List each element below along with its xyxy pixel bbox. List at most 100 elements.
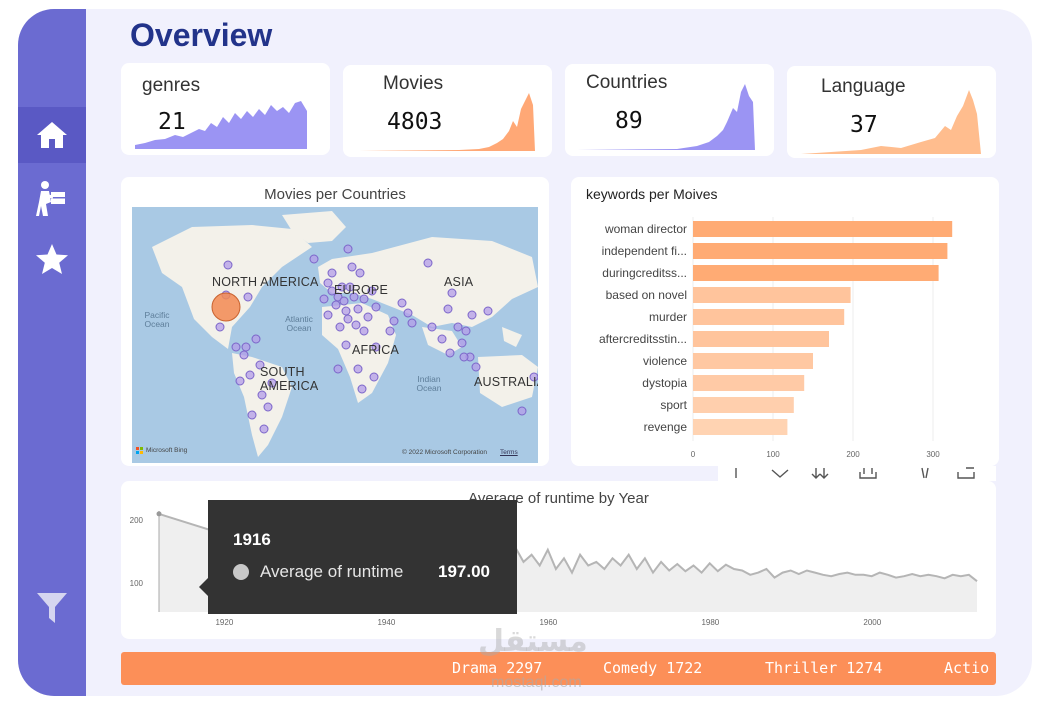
keyword-label: based on novel: [605, 288, 687, 302]
keyword-label: dystopia: [642, 376, 687, 390]
nav-home[interactable]: [18, 107, 86, 163]
ticker-item: Thriller 1274: [765, 659, 882, 677]
y-tick-label: 200: [130, 516, 144, 525]
kpi-label: Language: [821, 76, 906, 97]
y-tick-label: 100: [130, 579, 144, 588]
nav-favorites[interactable]: [18, 231, 86, 287]
keyword-bar[interactable]: [693, 375, 805, 391]
keyword-label: duringcreditss...: [602, 266, 687, 280]
map-panel: Movies per Countries: [121, 177, 549, 466]
keywords-title: keywords per Moives: [586, 186, 718, 202]
keyword-label: murder: [648, 310, 687, 324]
tooltip-year: 1916: [233, 530, 271, 549]
microsoft-logo-icon: [136, 447, 143, 454]
ocean-label: Indian Ocean: [416, 374, 442, 393]
keyword-label: woman director: [604, 222, 687, 236]
keyword-label: violence: [642, 354, 687, 368]
tooltip-series-name: Average of runtime: [260, 562, 404, 581]
kpi-card-genres[interactable]: genres 21: [121, 63, 330, 155]
watermark-latin: mostaql.com: [491, 674, 582, 691]
ticker-genre: Comedy: [603, 659, 658, 677]
kpi-card-movies[interactable]: Movies 4803: [343, 65, 552, 157]
keywords-bars: 0 100 200 300: [691, 217, 953, 457]
tooltip-series-swatch: [233, 564, 249, 580]
x-tick-label: 200: [846, 450, 860, 457]
keyword-bar[interactable]: [693, 353, 813, 369]
tooltip-pointer: [199, 578, 208, 596]
terms-link[interactable]: Terms: [500, 449, 518, 456]
genre-ticker: Drama 2297 Comedy 1722 Thriller 1274 Act…: [121, 652, 996, 685]
world-map[interactable]: NORTH AMERICA EUROPE ASIA AFRICA SOUTH A…: [132, 207, 538, 463]
chart-tooltip: 1916 Average of runtime 197.00: [199, 500, 517, 614]
x-tick-label: 1980: [701, 618, 719, 627]
ticker-item: Drama 2297: [452, 659, 542, 677]
kpi-card-countries[interactable]: Countries 89: [565, 64, 774, 156]
continent-label: SOUTH AMERICA: [260, 365, 319, 393]
keyword-label: revenge: [643, 420, 687, 434]
keyword-bar[interactable]: [693, 331, 829, 347]
ticker-genre: Actio: [944, 659, 990, 677]
keyword-bar[interactable]: [693, 287, 851, 303]
continent-label: NORTH AMERICA: [212, 275, 319, 289]
tooltip-value: 197.00: [438, 562, 490, 581]
bing-attribution: Microsoft Bing: [136, 447, 187, 454]
map-land: [152, 211, 538, 457]
keyword-bar[interactable]: [693, 419, 788, 435]
continent-label: AFRICA: [352, 343, 400, 357]
kpi-value: 21: [158, 109, 186, 135]
keyword-bar[interactable]: [693, 397, 794, 413]
keyword-bar[interactable]: [693, 243, 948, 259]
visual-toolbar: [718, 466, 996, 481]
x-tick-label: 2000: [863, 618, 881, 627]
ticker-genre: Thriller: [765, 659, 838, 677]
x-tick-label: 1940: [377, 618, 395, 627]
keyword-label: sport: [660, 398, 687, 412]
star-icon: [36, 244, 68, 274]
ticker-count: 1722: [666, 659, 703, 677]
kpi-sparkline: [801, 90, 981, 154]
keyword-bar[interactable]: [693, 309, 845, 325]
x-tick-label: 1920: [215, 618, 233, 627]
x-tick-label: 0: [691, 450, 696, 457]
kpi-card-language[interactable]: Language 37: [787, 66, 996, 158]
ticker-count: 2297: [506, 659, 543, 677]
kpi-sparkline: [577, 84, 755, 150]
x-tick-label: 1960: [539, 618, 557, 627]
kpi-label: Countries: [586, 72, 668, 93]
keyword-bar[interactable]: [693, 265, 939, 281]
home-icon: [37, 122, 67, 148]
kpi-value: 37: [850, 112, 878, 138]
filter-icon: [37, 593, 67, 623]
watermark-arabic: مستقل: [478, 624, 588, 659]
keywords-panel: keywords per Moives woman director indepe…: [571, 177, 999, 466]
delivery-icon: [36, 181, 65, 216]
nav-filter[interactable]: [18, 580, 86, 636]
page-title: Overview: [130, 17, 273, 53]
highlight-point: [156, 511, 162, 517]
bing-brand: Microsoft Bing: [146, 447, 188, 454]
ticker-count: 1274: [846, 659, 883, 677]
keywords-labels: woman director independent fi... duringcre…: [571, 217, 687, 439]
x-tick-label: 300: [926, 450, 940, 457]
ocean-label: Atlantic Ocean: [285, 314, 313, 333]
continent-label: ASIA: [444, 275, 474, 289]
continent-label: EUROPE: [334, 283, 388, 297]
kpi-value: 89: [615, 108, 643, 134]
keyword-label: aftercreditsstin...: [598, 332, 687, 346]
kpi-sparkline: [135, 101, 307, 149]
toolbar-icons[interactable]: [718, 466, 996, 481]
keyword-label: independent fi...: [601, 244, 687, 258]
keyword-bar[interactable]: [693, 221, 953, 237]
kpi-label: genres: [142, 75, 201, 96]
ticker-item: Actio: [944, 659, 989, 677]
ticker-genre: Drama: [452, 659, 498, 677]
nav-delivery[interactable]: [18, 171, 86, 227]
ticker-item: Comedy 1722: [603, 659, 702, 677]
x-tick-label: 100: [766, 450, 780, 457]
sidebar: [18, 9, 86, 696]
map-title: Movies per Countries: [264, 186, 406, 203]
ocean-label: Pacific Ocean: [144, 310, 170, 329]
kpi-value: 4803: [387, 109, 443, 135]
kpi-label: Movies: [383, 73, 444, 94]
map-copyright: © 2022 Microsoft Corporation: [402, 449, 487, 456]
